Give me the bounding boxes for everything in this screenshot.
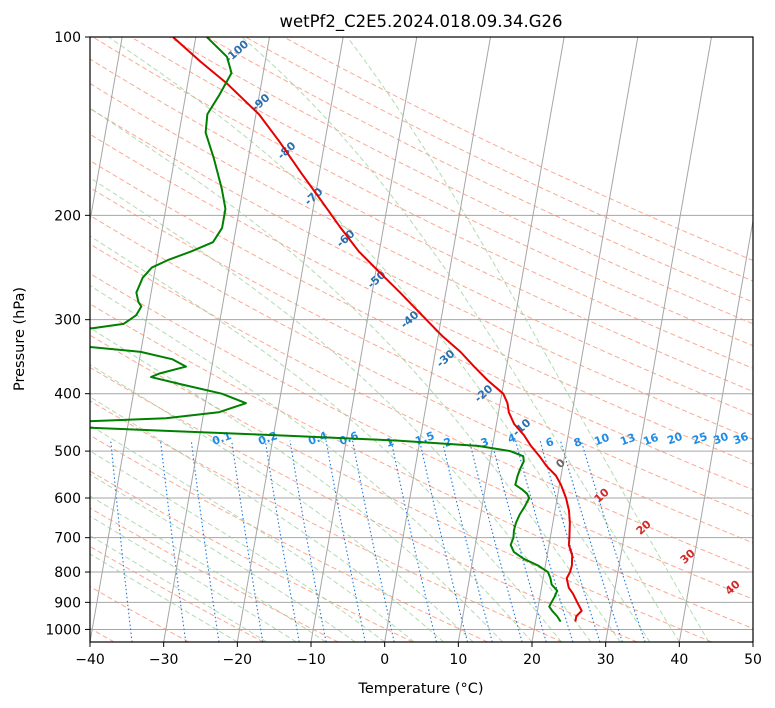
moist-adiabat-line xyxy=(108,37,651,642)
mixing-ratio-line xyxy=(515,440,574,642)
moist-adiabat-line xyxy=(90,327,503,642)
isotherm-line xyxy=(90,37,197,642)
mixing-ratio-label: 20 xyxy=(665,430,684,448)
mixing-ratio-label: 0.4 xyxy=(306,429,329,448)
plot-frame xyxy=(89,36,754,643)
mixing-ratio-line xyxy=(190,440,220,642)
mixing-ratio-label: 3 xyxy=(479,435,491,450)
isotherm-line xyxy=(531,37,639,642)
x-axis-ticks: −40 −30 −20 −10 0 10 20 30 40 50 xyxy=(75,642,762,668)
mixing-ratio-line xyxy=(231,440,264,642)
moist-adiabat-line xyxy=(90,284,533,642)
dry-adiabat-line xyxy=(90,214,753,544)
moist-adiabat-line xyxy=(90,473,356,642)
dry-adiabat-line xyxy=(90,434,488,642)
y-tick-label: 400 xyxy=(54,387,81,403)
mixing-ratio-line xyxy=(468,440,523,642)
mixing-ratio-label: 16 xyxy=(641,431,660,449)
isotherm-line xyxy=(678,217,753,642)
mixing-ratio-label: 25 xyxy=(690,430,709,447)
y-tick-label: 200 xyxy=(54,208,81,224)
mixing-ratio-label: 36 xyxy=(731,430,750,448)
dry-adiabat-line xyxy=(90,187,753,517)
moist-adiabat-line xyxy=(90,107,621,642)
isotherm-line xyxy=(310,37,418,642)
moist-adiabats xyxy=(90,37,710,642)
moist-adiabat-line xyxy=(90,450,385,642)
mixing-ratio-label: 13 xyxy=(618,431,637,448)
isotherms xyxy=(90,37,753,642)
mixing-ratio-label: 6 xyxy=(544,435,556,450)
chart-title: wetPf2_C2E5.2024.018.09.34.G26 xyxy=(279,12,562,32)
dry-adiabat-line xyxy=(90,585,190,642)
isotherm-line xyxy=(236,37,344,642)
x-tick-label: 40 xyxy=(670,652,688,668)
moist-adiabat-line xyxy=(346,37,710,642)
x-tick-label: −40 xyxy=(75,652,105,668)
dry-adiabat-line xyxy=(90,303,753,630)
moist-adiabat-line xyxy=(90,515,297,642)
mixing-ratio-label: 8 xyxy=(572,435,584,450)
moist-adiabat-line xyxy=(90,534,268,642)
dry-adiabat-line xyxy=(90,243,753,572)
mixing-ratio-label: 4 xyxy=(506,431,518,446)
x-tick-label: −20 xyxy=(223,652,253,668)
moist-adiabat-line xyxy=(90,495,327,642)
dry-adiabat-line xyxy=(90,366,638,642)
isotherm-line xyxy=(90,37,123,224)
x-tick-label: 10 xyxy=(449,652,467,668)
moist-adiabat-line xyxy=(90,424,415,642)
dry-adiabat-line xyxy=(90,545,264,642)
moist-adiabat-line xyxy=(90,553,238,642)
mixing-ratio-line xyxy=(264,440,300,642)
mixing-ratio-line xyxy=(110,440,133,642)
mixing-ratio-line xyxy=(289,440,327,642)
isotherm-line xyxy=(163,37,270,642)
y-tick-label: 300 xyxy=(54,313,81,329)
isotherm-line xyxy=(384,37,491,642)
y-tick-label: 700 xyxy=(54,531,81,547)
mixing-ratio-line xyxy=(160,440,187,642)
moist-adiabat-line xyxy=(241,37,680,642)
y-tick-label: 100 xyxy=(54,30,81,46)
x-tick-label: 50 xyxy=(744,652,762,668)
moist-adiabat-line xyxy=(90,177,592,642)
mixing-ratio-label: 1 xyxy=(384,435,396,450)
mixing-ratio-line xyxy=(419,440,469,642)
mixing-ratio-line xyxy=(441,440,493,642)
mixing-ratio-line xyxy=(490,440,547,642)
y-tick-label: 500 xyxy=(54,444,81,460)
x-axis-label: Temperature (°C) xyxy=(357,681,483,697)
dry-adiabat-line xyxy=(90,400,563,642)
y-axis-label: Pressure (hPa) xyxy=(12,287,28,391)
y-axis-ticks: 100 200 300 400 500 600 700 800 900 1000 xyxy=(45,30,90,638)
dry-adiabat-line xyxy=(90,334,712,642)
x-tick-label: 20 xyxy=(523,652,541,668)
profiles xyxy=(90,37,583,623)
x-tick-label: 30 xyxy=(597,652,615,668)
mixing-ratio-label: 30 xyxy=(711,430,730,448)
y-tick-label: 1000 xyxy=(45,622,81,638)
isobar-grid xyxy=(90,37,753,630)
x-tick-label: 0 xyxy=(380,652,389,668)
y-tick-label: 600 xyxy=(54,491,81,507)
x-tick-label: −10 xyxy=(296,652,326,668)
isotherm-line xyxy=(605,37,712,642)
moist-adiabat-line xyxy=(90,364,474,642)
plot-area: -100-90-80-70-60-50-40-30-20-10010203040… xyxy=(90,37,753,642)
mixing-ratio-label: 10 xyxy=(592,431,611,449)
mixing-ratio-line xyxy=(390,440,437,642)
mixing-ratio-line xyxy=(325,440,366,642)
dewpoint-profile-line xyxy=(90,37,562,623)
y-tick-label: 800 xyxy=(54,565,81,581)
x-tick-label: −30 xyxy=(149,652,179,668)
y-tick-label: 900 xyxy=(54,595,81,611)
mixing-ratio-label: 2 xyxy=(442,435,454,450)
isotherm-line xyxy=(457,37,565,642)
temperature-profile-line xyxy=(172,37,583,622)
mixing-ratio-line xyxy=(539,440,601,642)
